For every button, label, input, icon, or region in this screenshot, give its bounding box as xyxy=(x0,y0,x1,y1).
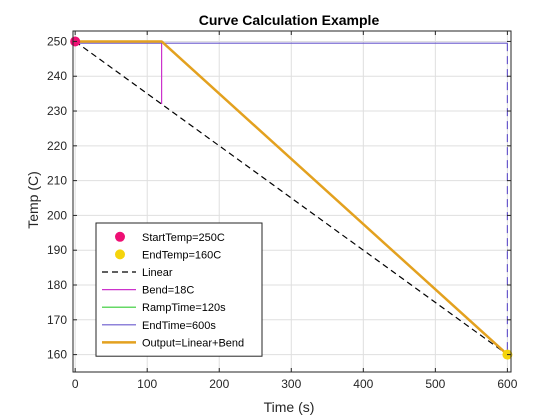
x-tick-label: 0 xyxy=(72,377,79,391)
x-tick-label: 200 xyxy=(209,377,229,391)
y-axis-label: Temp (C) xyxy=(25,171,41,229)
legend-entry: Output=Linear+Bend xyxy=(142,337,244,349)
x-axis-label: Time (s) xyxy=(264,399,315,415)
y-tick-label: 220 xyxy=(47,139,67,153)
legend: StartTemp=250C EndTemp=160C Linear Bend=18C… xyxy=(95,222,263,357)
x-tick-label: 300 xyxy=(281,377,301,391)
y-tick-label: 200 xyxy=(47,208,67,222)
y-tick-label: 240 xyxy=(47,69,67,83)
x-tick-label: 500 xyxy=(425,377,445,391)
y-tick-label: 170 xyxy=(47,313,67,327)
x-tick-label: 400 xyxy=(353,377,373,391)
legend-entry: EndTime=600s xyxy=(142,320,216,332)
legend-entry: Linear xyxy=(142,267,173,279)
chart-title: Curve Calculation Example xyxy=(199,12,380,28)
legend-entry: EndTemp=160C xyxy=(142,249,221,261)
series-line xyxy=(75,40,509,356)
y-tick-label: 190 xyxy=(47,243,67,257)
y-tick-label: 160 xyxy=(47,348,67,362)
legend-marker xyxy=(115,249,125,260)
y-tick-label: 180 xyxy=(47,278,67,292)
series-line xyxy=(74,40,508,356)
legend-entry: Bend=18C xyxy=(142,285,194,297)
y-tick-label: 230 xyxy=(47,104,67,118)
y-tick-label: 250 xyxy=(47,34,67,48)
x-tick-label: 600 xyxy=(497,377,517,391)
x-tick-label: 100 xyxy=(137,377,157,391)
axes-frame xyxy=(72,30,512,373)
legend-entry: StartTemp=250C xyxy=(142,232,225,244)
y-tick-label: 210 xyxy=(47,174,67,188)
legend-marker xyxy=(115,231,125,242)
legend-entry: RampTime=120s xyxy=(142,302,226,314)
